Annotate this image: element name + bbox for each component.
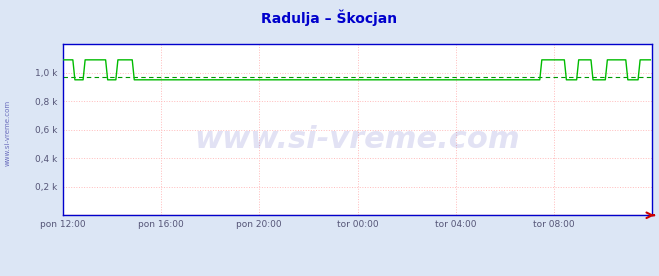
Text: www.si-vreme.com: www.si-vreme.com: [194, 126, 521, 155]
Text: www.si-vreme.com: www.si-vreme.com: [5, 99, 11, 166]
Legend: temperatura [F], pretok[čevelj3/min]: temperatura [F], pretok[čevelj3/min]: [294, 272, 421, 276]
Text: Radulja – Škocjan: Radulja – Škocjan: [262, 10, 397, 26]
